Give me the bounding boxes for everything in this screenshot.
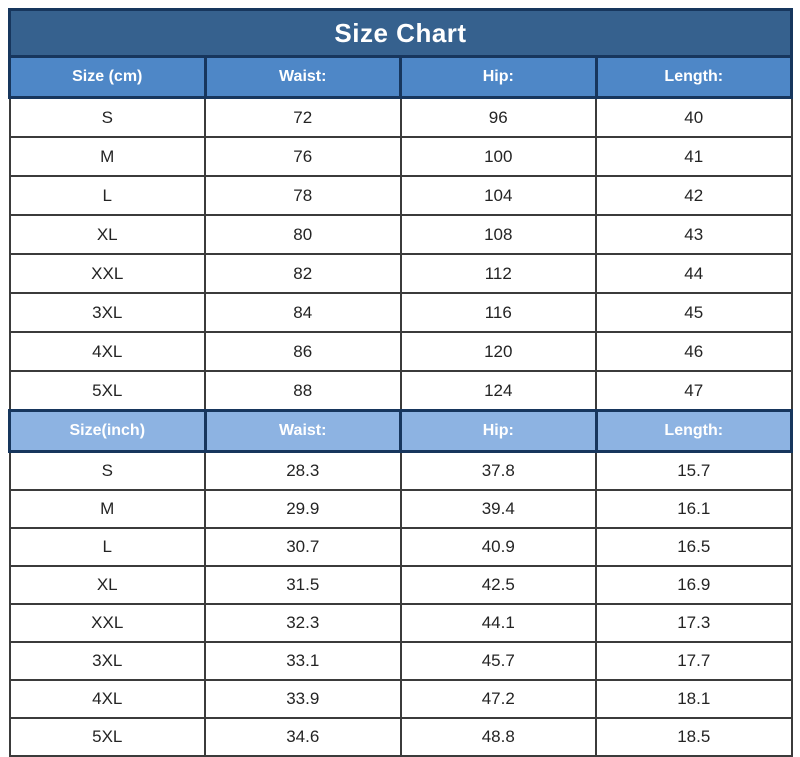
value-cell: 47 (595, 370, 793, 412)
table-row: 5XL 34.6 48.8 18.5 (8, 717, 793, 757)
value-cell: 120 (399, 331, 597, 372)
table-row: 3XL 33.1 45.7 17.7 (8, 641, 793, 681)
value-cell: 18.5 (595, 717, 793, 757)
value-cell: 28.3 (204, 450, 402, 491)
value-cell: 86 (204, 331, 402, 372)
value-cell: 40 (595, 96, 793, 138)
column-header: Size (cm) (8, 55, 207, 99)
size-label-cell: S (8, 96, 206, 138)
column-header: Hip: (399, 409, 598, 453)
table-row: M 76 100 41 (8, 136, 793, 177)
value-cell: 33.9 (204, 679, 402, 719)
value-cell: 30.7 (204, 527, 402, 567)
value-cell: 45 (595, 292, 793, 333)
title-row: Size Chart (8, 8, 793, 58)
value-cell: 112 (399, 253, 597, 294)
value-cell: 37.8 (399, 450, 597, 491)
size-label-cell: 3XL (8, 641, 206, 681)
column-header: Waist: (203, 55, 402, 99)
value-cell: 31.5 (204, 565, 402, 605)
size-label-cell: XL (8, 214, 206, 255)
value-cell: 15.7 (595, 450, 793, 491)
header-row-cm: Size (cm) Waist: Hip: Length: (8, 55, 793, 99)
value-cell: 16.9 (595, 565, 793, 605)
size-label-cell: XL (8, 565, 206, 605)
size-chart-table-body: Size Chart Size (cm) Waist: Hip: Length: S 72… (8, 8, 793, 757)
size-label-cell: 5XL (8, 370, 206, 412)
size-label-cell: M (8, 136, 206, 177)
header-row-inch: Size(inch) Waist: Hip: Length: (8, 409, 793, 453)
value-cell: 84 (204, 292, 402, 333)
size-chart-page: Size Chart Size (cm) Waist: Hip: Length: S 72… (8, 8, 793, 757)
size-label-cell: L (8, 527, 206, 567)
value-cell: 88 (204, 370, 402, 412)
table-row: L 30.7 40.9 16.5 (8, 527, 793, 567)
size-label-cell: 4XL (8, 679, 206, 719)
value-cell: 32.3 (204, 603, 402, 643)
size-label-cell: 4XL (8, 331, 206, 372)
value-cell: 16.5 (595, 527, 793, 567)
value-cell: 44.1 (399, 603, 597, 643)
column-header: Hip: (399, 55, 598, 99)
value-cell: 72 (204, 96, 402, 138)
value-cell: 78 (204, 175, 402, 216)
column-header: Length: (594, 55, 793, 99)
table-row: S 28.3 37.8 15.7 (8, 450, 793, 491)
size-label-cell: 5XL (8, 717, 206, 757)
value-cell: 17.7 (595, 641, 793, 681)
size-label-cell: S (8, 450, 206, 491)
table-row: M 29.9 39.4 16.1 (8, 489, 793, 529)
table-row: 4XL 33.9 47.2 18.1 (8, 679, 793, 719)
value-cell: 47.2 (399, 679, 597, 719)
value-cell: 17.3 (595, 603, 793, 643)
size-label-cell: L (8, 175, 206, 216)
value-cell: 40.9 (399, 527, 597, 567)
value-cell: 41 (595, 136, 793, 177)
value-cell: 44 (595, 253, 793, 294)
value-cell: 33.1 (204, 641, 402, 681)
column-header: Waist: (203, 409, 402, 453)
table-row: 3XL 84 116 45 (8, 292, 793, 333)
table-row: 4XL 86 120 46 (8, 331, 793, 372)
value-cell: 42.5 (399, 565, 597, 605)
value-cell: 42 (595, 175, 793, 216)
table-row: XXL 32.3 44.1 17.3 (8, 603, 793, 643)
value-cell: 80 (204, 214, 402, 255)
size-label-cell: XXL (8, 603, 206, 643)
column-header: Size(inch) (8, 409, 207, 453)
table-row: S 72 96 40 (8, 96, 793, 138)
page-title: Size Chart (8, 8, 793, 58)
table-row: XXL 82 112 44 (8, 253, 793, 294)
value-cell: 76 (204, 136, 402, 177)
table-row: 5XL 88 124 47 (8, 370, 793, 412)
value-cell: 124 (399, 370, 597, 412)
value-cell: 116 (399, 292, 597, 333)
value-cell: 39.4 (399, 489, 597, 529)
value-cell: 82 (204, 253, 402, 294)
value-cell: 100 (399, 136, 597, 177)
column-header: Length: (594, 409, 793, 453)
table-row: L 78 104 42 (8, 175, 793, 216)
table-row: XL 80 108 43 (8, 214, 793, 255)
size-label-cell: M (8, 489, 206, 529)
size-chart-table: Size Chart Size (cm) Waist: Hip: Length: S 72… (8, 8, 793, 757)
value-cell: 29.9 (204, 489, 402, 529)
value-cell: 45.7 (399, 641, 597, 681)
value-cell: 16.1 (595, 489, 793, 529)
value-cell: 96 (399, 96, 597, 138)
value-cell: 104 (399, 175, 597, 216)
value-cell: 18.1 (595, 679, 793, 719)
value-cell: 108 (399, 214, 597, 255)
size-label-cell: XXL (8, 253, 206, 294)
value-cell: 43 (595, 214, 793, 255)
size-label-cell: 3XL (8, 292, 206, 333)
table-row: XL 31.5 42.5 16.9 (8, 565, 793, 605)
value-cell: 48.8 (399, 717, 597, 757)
value-cell: 34.6 (204, 717, 402, 757)
value-cell: 46 (595, 331, 793, 372)
